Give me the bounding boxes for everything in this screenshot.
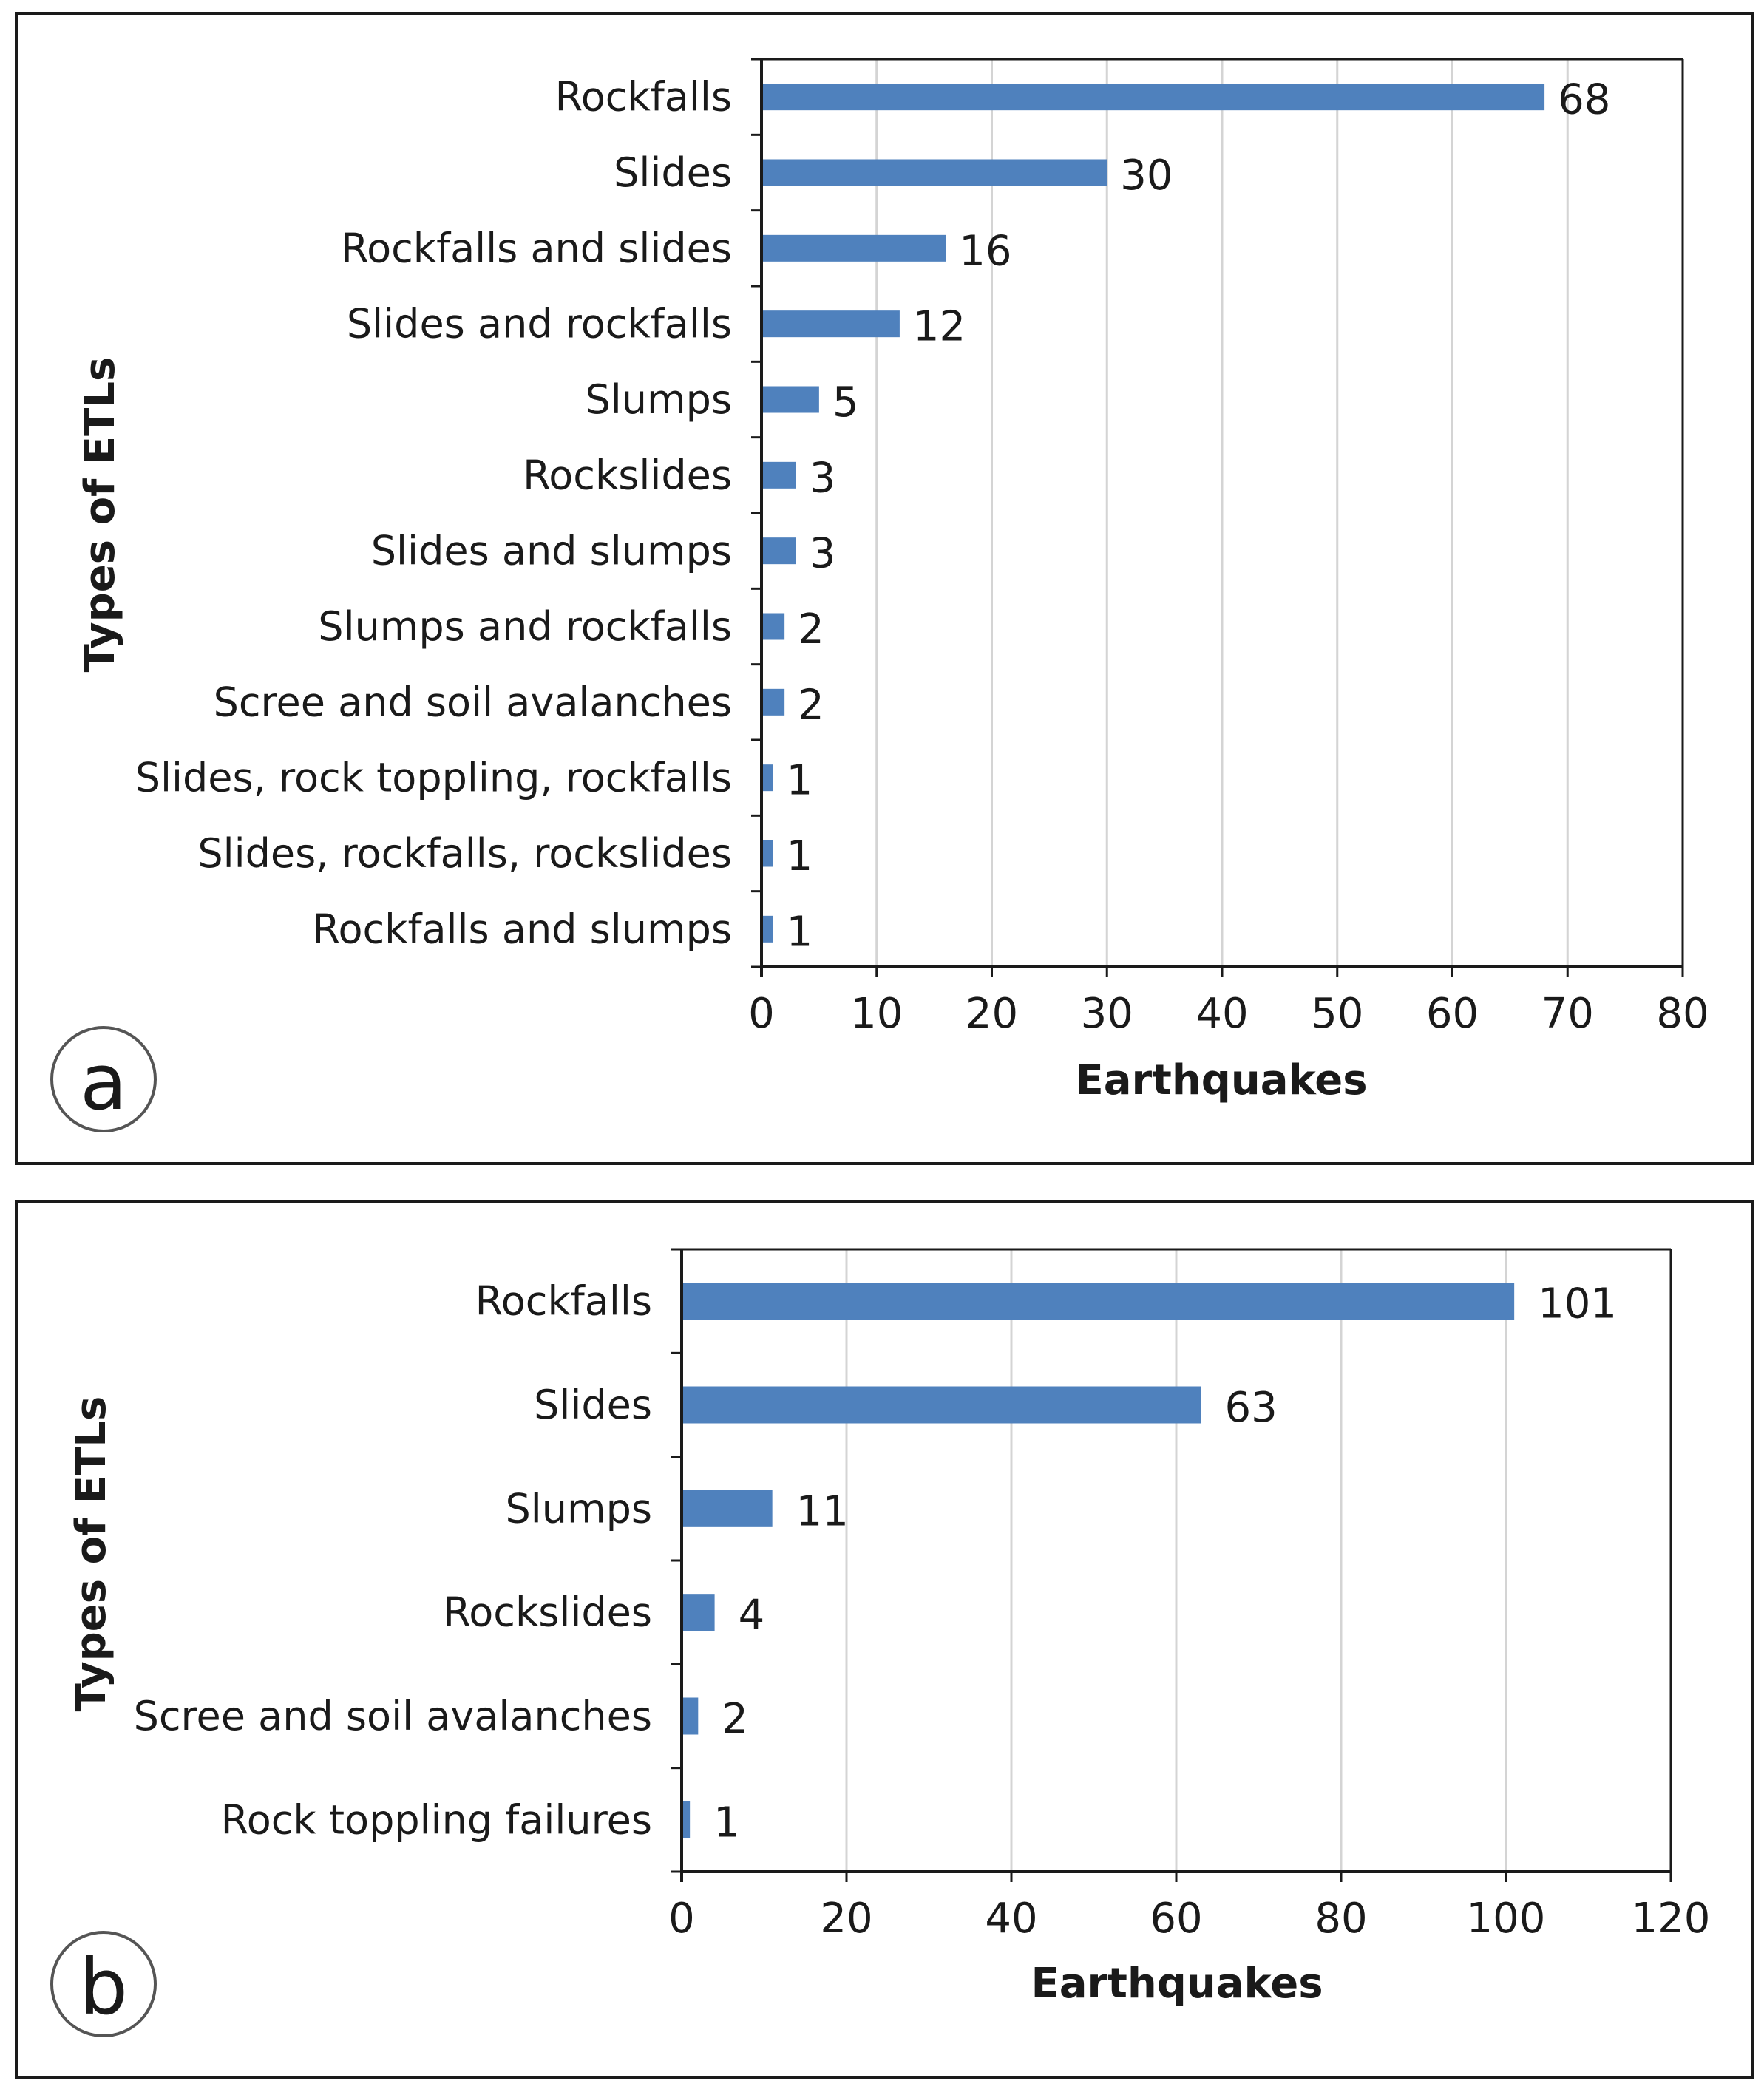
x-tick-label: 10 [850,990,903,1038]
bar [761,310,900,338]
data-label: 11 [796,1487,849,1535]
bar [682,1801,691,1838]
category-label: Slides [614,149,732,196]
panel-label-circle [50,1026,157,1132]
data-label: 1 [713,1799,740,1847]
chart-b: Rockfalls 101 Slides 63 Slumps 11 Rockslides 4 S… [50,1248,1711,2037]
data-label: 16 [959,227,1011,275]
category-label: Slumps [505,1485,652,1532]
data-label: 4 [739,1592,765,1640]
bar [682,1283,1515,1320]
bar [761,537,796,565]
x-tick-label: 80 [1656,990,1709,1038]
x-tick-label: 50 [1311,990,1363,1038]
category-label: Rockslides [523,452,732,498]
data-label: 63 [1224,1384,1277,1432]
x-axis-title: Earthquakes [1031,1960,1323,2008]
x-tick-label: 60 [1150,1895,1202,1943]
category-label: Rockslides [443,1589,652,1636]
bar [761,461,796,489]
data-label: 1 [787,832,813,880]
x-tick-label: 0 [668,1895,695,1943]
x-tick-label: 120 [1632,1895,1711,1943]
bar [682,1490,773,1527]
bar [761,915,773,943]
bar [682,1697,699,1735]
data-label: 1 [787,908,813,956]
data-label: 1 [787,757,813,805]
data-label: 2 [798,681,824,729]
x-tick-label: 40 [1195,990,1248,1038]
x-tick-label: 40 [985,1895,1037,1943]
bar [761,386,819,413]
data-label: 12 [913,303,966,351]
category-label: Rockfalls [555,74,732,120]
chart-panel-a: Rockfalls 68 Slides 30 Rockfalls and slides 1… [15,12,1754,1165]
bar [761,840,773,867]
bar [761,764,773,792]
panel-label-circle [50,1931,157,2037]
category-label: Rockfalls [475,1278,652,1325]
category-label: Scree and soil avalanches [134,1693,652,1739]
y-axis-title: Types of ETLs [76,357,124,673]
data-label: 3 [810,530,836,578]
x-tick-label: 0 [748,990,775,1038]
chart-panel-b: Rockfalls 101 Slides 63 Slumps 11 Rockslides 4 S… [15,1200,1754,2079]
category-label: Slides and slumps [371,528,732,574]
bar [761,688,785,716]
data-label: 3 [810,454,836,502]
x-tick-label: 60 [1426,990,1479,1038]
category-label: Slides, rock toppling, rockfalls [135,755,732,801]
category-label: Slides [534,1382,652,1428]
data-label: 2 [722,1695,748,1743]
category-label: Slides, rockfalls, rockslides [197,830,732,877]
category-label: Slumps [585,376,732,423]
x-tick-label: 20 [966,990,1018,1038]
bar [682,1594,715,1631]
x-tick-label: 30 [1081,990,1133,1038]
data-label: 30 [1120,152,1173,200]
panel-label: b [79,1942,128,2032]
category-label: Rock toppling failures [221,1796,652,1843]
x-tick-label: 80 [1314,1895,1367,1943]
category-label: Slides and rockfalls [347,301,732,347]
x-tick-label: 20 [820,1895,872,1943]
data-label: 2 [798,605,824,653]
y-axis-title: Types of ETLs [67,1396,115,1712]
data-label: 5 [832,378,859,427]
bar [761,159,1107,186]
category-label: Scree and soil avalanches [214,679,732,725]
category-label: Rockfalls and slumps [312,906,732,952]
bar [761,613,785,640]
bar [682,1386,1201,1424]
data-label: 101 [1538,1280,1617,1328]
data-label: 68 [1558,76,1610,124]
category-label: Rockfalls and slides [341,225,732,271]
x-tick-label: 70 [1541,990,1594,1038]
x-axis-title: Earthquakes [1075,1056,1367,1104]
panel-label: a [80,1037,127,1127]
bar [761,234,946,262]
bar [761,84,1545,111]
category-label: Slumps and rockfalls [318,603,732,650]
x-tick-label: 100 [1467,1895,1546,1943]
